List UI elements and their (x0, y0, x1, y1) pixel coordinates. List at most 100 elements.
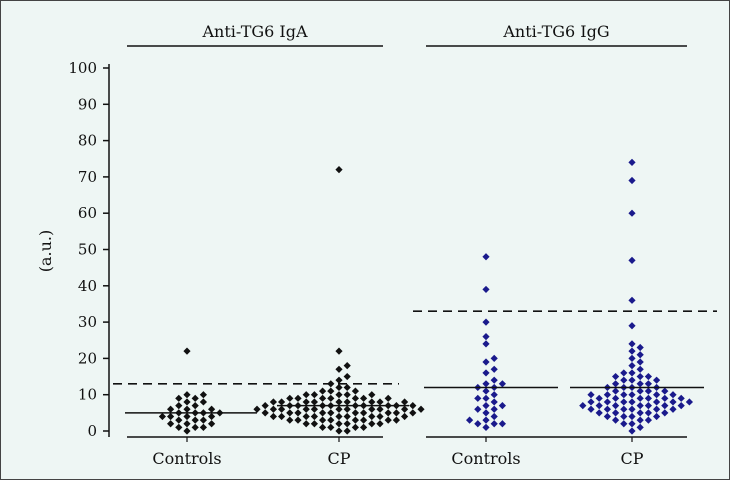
data-point (482, 380, 490, 388)
data-point (175, 401, 183, 410)
data-point (653, 376, 661, 384)
data-point (587, 391, 595, 399)
data-point (310, 405, 318, 413)
data-point (579, 401, 587, 410)
data-point (661, 387, 669, 395)
data-point (628, 296, 636, 304)
data-point (466, 416, 474, 424)
data-point (183, 412, 191, 421)
data-point (636, 387, 644, 395)
data-point (653, 398, 661, 406)
y-tick-label: 0 (87, 422, 97, 440)
data-point (603, 398, 611, 406)
data-point (595, 409, 603, 417)
data-point (587, 398, 595, 406)
data-point (310, 391, 318, 399)
data-point (208, 420, 216, 428)
data-point (490, 405, 498, 413)
data-point (628, 420, 636, 428)
y-tick-label: 30 (78, 313, 97, 331)
data-point (360, 409, 368, 417)
data-point (636, 365, 644, 373)
data-point (628, 322, 636, 330)
axis-layer: 0 10 20 30 40 50 60 70 80 90 100 Anti-TG6 IgA Contro… (68, 22, 687, 468)
data-point (636, 394, 644, 402)
data-point (286, 394, 294, 402)
data-point (620, 398, 628, 406)
data-point (351, 423, 359, 431)
data-point (595, 401, 603, 410)
data-point (677, 401, 685, 410)
data-point (310, 398, 318, 406)
data-point (636, 423, 644, 431)
data-point (636, 409, 644, 417)
data-point (490, 398, 498, 406)
data-point (158, 412, 166, 421)
data-point (261, 409, 269, 417)
data-point (343, 391, 351, 399)
data-point (327, 409, 335, 417)
data-point (368, 398, 376, 406)
data-point (335, 166, 343, 174)
data-point (343, 412, 351, 421)
data-point (343, 362, 351, 370)
data-point (302, 391, 310, 399)
data-point (628, 369, 636, 377)
data-point (294, 409, 302, 417)
data-point (175, 394, 183, 402)
y-tick-label: 90 (78, 95, 97, 113)
data-point (628, 398, 636, 406)
data-point (401, 412, 409, 421)
data-point (167, 412, 175, 421)
data-point (490, 376, 498, 384)
data-point (620, 369, 628, 377)
data-point (669, 391, 677, 399)
data-point (368, 391, 376, 399)
data-point (628, 354, 636, 362)
data-point (628, 412, 636, 421)
data-point (335, 405, 343, 413)
data-point (653, 405, 661, 413)
data-point (482, 358, 490, 366)
data-point (644, 372, 652, 381)
data-point (175, 423, 183, 431)
data-point (628, 158, 636, 166)
data-point (612, 380, 620, 388)
data-point (628, 376, 636, 384)
data-point (482, 387, 490, 395)
data-point (482, 416, 490, 424)
data-point (269, 405, 277, 413)
data-point (490, 412, 498, 421)
data-point (482, 401, 490, 410)
data-point (343, 427, 351, 435)
data-point (482, 409, 490, 417)
data-point (191, 394, 199, 402)
data-point (335, 427, 343, 435)
data-point (278, 398, 286, 406)
data-point (269, 412, 277, 421)
data-point (335, 365, 343, 373)
y-tick-label: 20 (78, 349, 97, 367)
data-point (409, 409, 417, 417)
data-point (401, 398, 409, 406)
x-tick-label: CP (327, 449, 350, 468)
data-point (384, 409, 392, 417)
data-point (620, 376, 628, 384)
data-point (294, 394, 302, 402)
data-point (661, 409, 669, 417)
data-point (628, 362, 636, 370)
data-point (636, 372, 644, 381)
data-point (368, 412, 376, 421)
data-point (669, 405, 677, 413)
data-point (351, 387, 359, 395)
data-point (343, 383, 351, 392)
data-point (620, 412, 628, 421)
y-tick-label: 50 (78, 241, 97, 259)
data-point (327, 387, 335, 395)
data-point (384, 416, 392, 424)
data-point (490, 391, 498, 399)
data-point (360, 423, 368, 431)
data-point (644, 387, 652, 395)
data-point (653, 412, 661, 421)
